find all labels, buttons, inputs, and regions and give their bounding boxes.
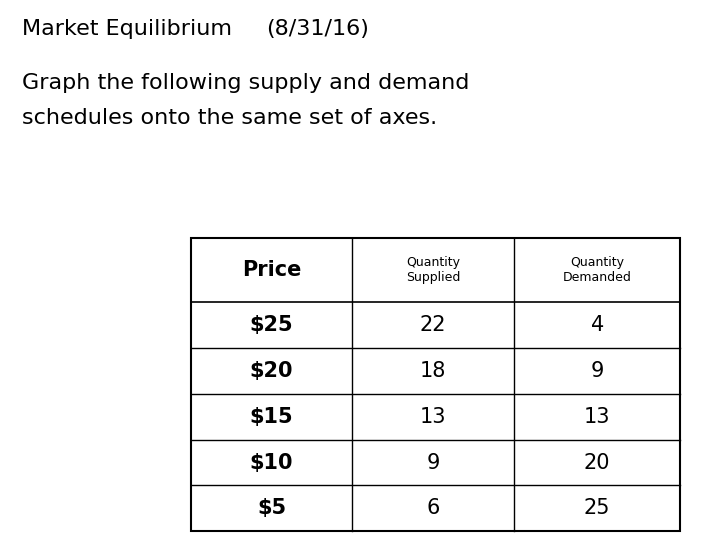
Text: $10: $10 [250, 453, 293, 472]
Text: 18: 18 [420, 361, 446, 381]
Text: 9: 9 [590, 361, 604, 381]
Text: 25: 25 [584, 498, 611, 518]
Text: 22: 22 [420, 315, 446, 335]
Text: Price: Price [242, 260, 301, 280]
Text: 13: 13 [420, 407, 446, 427]
Text: schedules onto the same set of axes.: schedules onto the same set of axes. [22, 108, 437, 128]
Text: Quantity
Demanded: Quantity Demanded [563, 256, 631, 284]
Text: 4: 4 [590, 315, 604, 335]
Text: $25: $25 [250, 315, 293, 335]
Text: (8/31/16): (8/31/16) [266, 19, 369, 39]
Text: $15: $15 [250, 407, 293, 427]
Text: 20: 20 [584, 453, 611, 472]
Text: 6: 6 [426, 498, 440, 518]
Text: 13: 13 [584, 407, 611, 427]
Text: Market Equilibrium: Market Equilibrium [22, 19, 232, 39]
Text: Graph the following supply and demand: Graph the following supply and demand [22, 73, 469, 93]
Bar [191, 238, 680, 531]
Text: Quantity
Supplied: Quantity Supplied [406, 256, 460, 284]
Text: $20: $20 [250, 361, 293, 381]
Text: 9: 9 [426, 453, 440, 472]
Text: $5: $5 [257, 498, 286, 518]
